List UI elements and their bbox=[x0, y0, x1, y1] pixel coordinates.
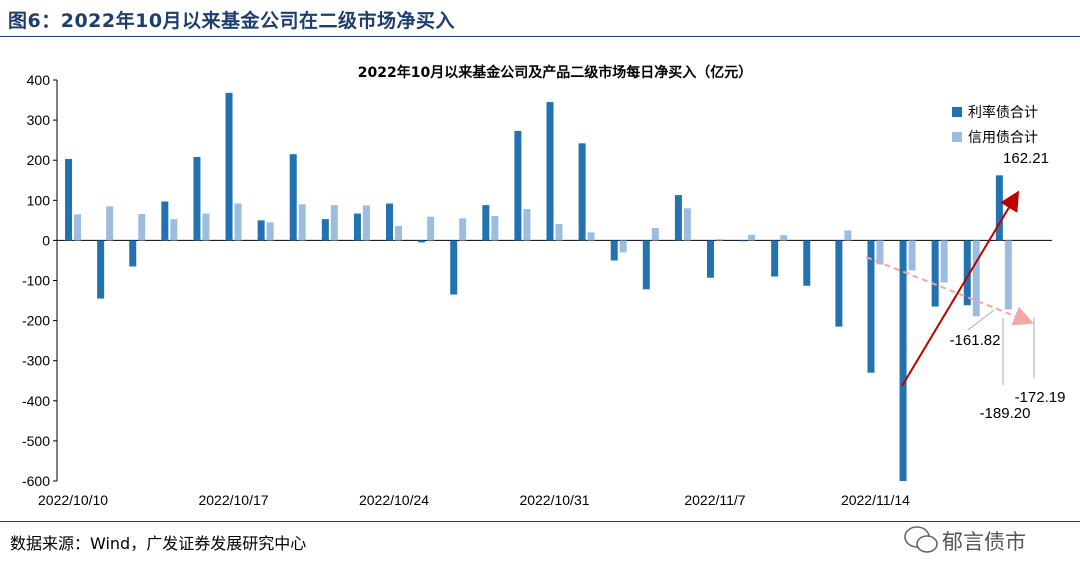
bar-rate bbox=[193, 156, 201, 241]
legend-swatch-credit bbox=[952, 132, 962, 142]
y-tick-label: -300 bbox=[22, 353, 50, 369]
bar-credit bbox=[972, 240, 980, 317]
bar-rate bbox=[161, 201, 169, 241]
bar-credit bbox=[715, 239, 723, 241]
chat-bubble-icon bbox=[904, 526, 938, 553]
bar-credit bbox=[266, 222, 274, 241]
data-label: -161.82 bbox=[950, 332, 1001, 349]
bar-rate bbox=[803, 240, 811, 286]
bar-rate bbox=[97, 240, 105, 299]
x-tick-label: 2022/10/10 bbox=[38, 492, 108, 508]
bar-rate bbox=[386, 203, 394, 241]
bar-credit bbox=[555, 223, 563, 241]
bar-rate bbox=[674, 195, 682, 241]
legend-label-credit: 信用债合计 bbox=[968, 130, 1038, 146]
data-label: -189.20 bbox=[980, 405, 1031, 422]
bar-credit bbox=[780, 235, 788, 241]
y-tick-label: -100 bbox=[22, 273, 50, 289]
y-tick-label: 400 bbox=[27, 72, 51, 88]
bar-credit bbox=[683, 208, 691, 241]
bar-rate bbox=[65, 158, 73, 241]
y-tick-label: 200 bbox=[27, 152, 51, 168]
x-tick-label: 2022/10/31 bbox=[519, 492, 589, 508]
bar-credit bbox=[940, 240, 948, 283]
figure-title: 图6：2022年10月以来基金公司在二级市场净买入 bbox=[8, 10, 456, 32]
leader-line bbox=[967, 309, 995, 331]
bar-credit bbox=[459, 218, 467, 241]
y-tick-label: -500 bbox=[22, 433, 50, 449]
y-tick-label: -400 bbox=[22, 393, 50, 409]
bar-rate bbox=[771, 240, 779, 277]
bar-rate bbox=[995, 175, 1003, 241]
bar-credit bbox=[523, 209, 531, 241]
bar-credit bbox=[587, 232, 595, 241]
bar-rate bbox=[257, 220, 265, 241]
bar-rate bbox=[482, 205, 490, 241]
bar-credit bbox=[106, 206, 114, 241]
bar-rate bbox=[514, 130, 522, 241]
y-tick-label: 300 bbox=[27, 112, 51, 128]
bar-rate bbox=[963, 240, 971, 306]
bar-rate bbox=[578, 143, 586, 241]
bar-rate bbox=[225, 92, 233, 241]
x-tick-label: 2022/10/17 bbox=[198, 492, 268, 508]
legend-label-rate: 利率债合计 bbox=[968, 104, 1038, 121]
bar-credit bbox=[491, 215, 499, 241]
source-note: 数据来源：Wind，广发证券发展研究中心 bbox=[10, 534, 307, 553]
bar-credit bbox=[748, 234, 756, 241]
bar-rate bbox=[129, 240, 137, 267]
x-tick-label: 2022/10/24 bbox=[359, 492, 429, 508]
bar-credit bbox=[74, 214, 82, 241]
y-tick-label: 0 bbox=[42, 232, 50, 248]
bar-credit bbox=[298, 204, 306, 241]
bar-credit bbox=[170, 219, 178, 241]
bar-rate bbox=[899, 240, 907, 481]
bar-credit bbox=[138, 213, 146, 241]
bar-credit bbox=[330, 205, 338, 241]
bar-rate bbox=[610, 240, 618, 261]
watermark-text: 郁言债市 bbox=[942, 530, 1026, 554]
y-tick-label: -600 bbox=[22, 473, 50, 489]
data-label: 162.21 bbox=[1003, 150, 1049, 167]
bar-credit bbox=[844, 230, 852, 241]
bar-rate bbox=[739, 240, 747, 242]
y-tick-label: 100 bbox=[27, 192, 51, 208]
bar-credit bbox=[651, 227, 659, 241]
bar-rate bbox=[353, 213, 361, 241]
bar-credit bbox=[1004, 240, 1012, 310]
bar-rate bbox=[642, 240, 650, 290]
bar-rate bbox=[321, 219, 329, 241]
bar-credit bbox=[202, 213, 210, 241]
watermark: 郁言债市 bbox=[900, 520, 1070, 560]
bar-credit bbox=[395, 225, 403, 241]
bar-rate bbox=[867, 240, 875, 373]
bar-rate bbox=[418, 240, 426, 243]
chart-title: 2022年10月以来基金公司及产品二级市场每日净买入（亿元） bbox=[358, 64, 752, 81]
bar-rate bbox=[546, 102, 554, 241]
trend-arrow-up bbox=[901, 190, 1020, 387]
bar-credit bbox=[876, 240, 884, 265]
bar-rate bbox=[706, 240, 714, 278]
bottom-rule bbox=[0, 521, 1080, 522]
bar-credit bbox=[234, 203, 242, 241]
bar-credit bbox=[908, 240, 916, 271]
data-label: -172.19 bbox=[1015, 389, 1066, 406]
x-tick-label: 2022/11/7 bbox=[684, 492, 745, 508]
x-tick-label: 2022/11/14 bbox=[841, 492, 910, 508]
bar-credit bbox=[427, 216, 435, 241]
bar-rate bbox=[931, 240, 939, 307]
top-rule bbox=[0, 36, 1080, 37]
bar-credit bbox=[619, 240, 627, 253]
y-tick-label: -200 bbox=[22, 313, 50, 329]
bar-rate bbox=[835, 240, 843, 327]
bar-rate bbox=[450, 240, 458, 295]
legend-swatch-rate bbox=[952, 107, 962, 117]
bar-rate bbox=[289, 154, 297, 241]
bar-credit bbox=[362, 205, 370, 241]
